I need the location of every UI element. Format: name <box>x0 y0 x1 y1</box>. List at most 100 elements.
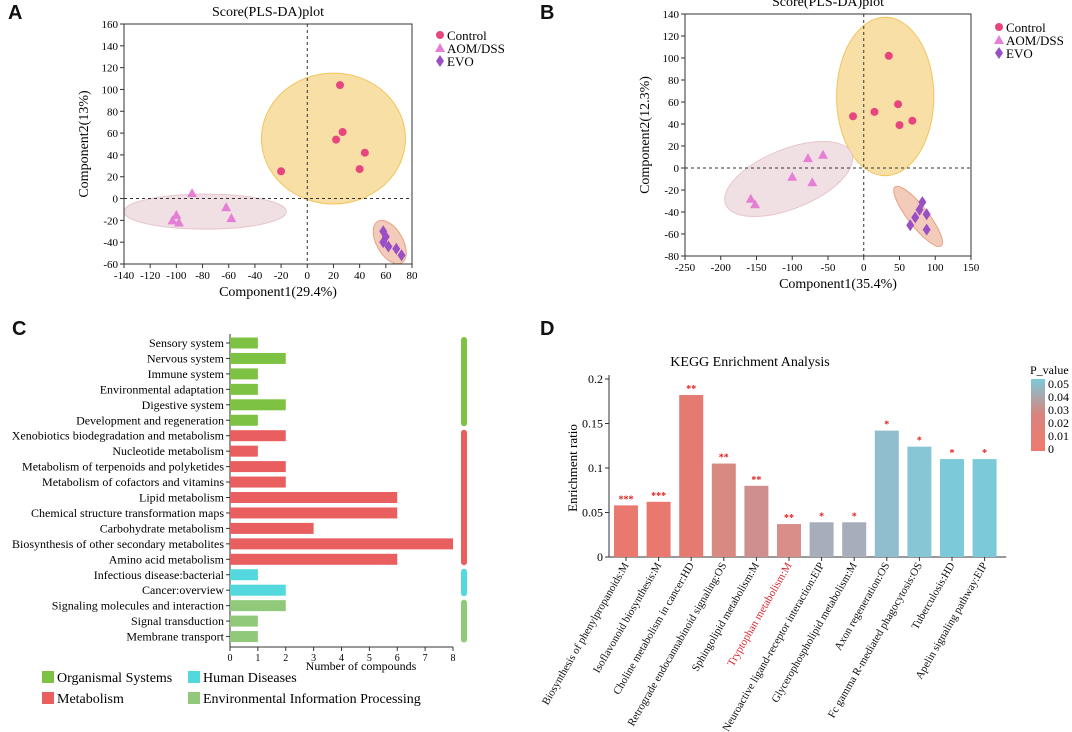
pathway-label: Cancer:overview <box>142 583 224 597</box>
pathway-bar <box>230 584 286 596</box>
y-tick-label: 120 <box>663 31 680 43</box>
point-aomdss <box>802 153 813 163</box>
x-axis-label: Component1(35.4%) <box>779 277 897 292</box>
x-tick-label: -40 <box>248 270 263 282</box>
y-tick-label: 0 <box>113 194 119 206</box>
x-tick-label: 7 <box>423 653 428 664</box>
legend-marker-control <box>995 23 1003 31</box>
point-evo <box>397 249 406 262</box>
group-indicator-bar <box>461 599 467 643</box>
y-tick-label: 0.1 <box>588 461 603 475</box>
group-legend-label: Environmental Information Processing <box>203 692 421 707</box>
y-tick-label: -40 <box>103 237 118 249</box>
pathway-bar <box>230 522 314 534</box>
y-tick-label: 140 <box>663 9 680 21</box>
x-tick-label: 6 <box>395 653 400 664</box>
chart-title: Score(PLS-DA)plot <box>212 5 324 20</box>
enrichment-bar <box>842 522 867 557</box>
significance-marker: * <box>950 448 955 459</box>
pathway-bar <box>230 337 258 349</box>
significance-marker: ** <box>784 513 794 524</box>
pathway-label: Metabolism of terpenoids and polyketides <box>22 460 224 474</box>
pathway-label: Lipid metabolism <box>139 491 225 505</box>
y-tick-label: 0 <box>674 163 680 175</box>
point-control <box>870 107 879 116</box>
point-aomdss <box>817 149 828 159</box>
legend-label: Control <box>447 28 487 43</box>
significance-marker: ** <box>751 475 761 486</box>
point-aomdss <box>173 217 184 227</box>
x-axis-label: Component1(29.4%) <box>219 285 337 300</box>
y-tick-label: 40 <box>668 119 680 131</box>
y-tick-label: 160 <box>102 19 119 31</box>
legend-label: EVO <box>447 54 474 69</box>
pathway-bar <box>230 569 258 581</box>
group-legend-swatch <box>42 671 54 683</box>
point-aomdss <box>750 199 761 209</box>
legend-marker-evo <box>436 55 444 67</box>
significance-marker: ** <box>719 453 729 464</box>
pathway-bar <box>230 383 258 395</box>
y-tick-label: 100 <box>663 53 680 65</box>
colorbar-tick-label: 0.01 <box>1048 429 1069 443</box>
y-tick-label: 0.15 <box>582 417 603 431</box>
point-control <box>338 128 347 136</box>
y-tick-label: 60 <box>668 97 680 109</box>
pathway-bar <box>230 492 398 503</box>
legend-label: AOM/DSS <box>447 41 505 56</box>
significance-marker: *** <box>651 491 666 502</box>
group-legend-swatch <box>188 692 200 704</box>
pathway-bar <box>230 368 258 380</box>
significance-marker: *** <box>619 494 634 505</box>
x-tick-label: 0 <box>228 653 233 664</box>
pathway-label: Carbohydrate metabolism <box>100 521 225 535</box>
group-legend-swatch <box>42 692 54 704</box>
x-tick-label: 8 <box>451 653 456 664</box>
pathway-bar <box>230 445 258 457</box>
point-control <box>360 148 369 157</box>
y-axis-label: Enrichment ratio <box>565 424 580 512</box>
x-tick-label: 50 <box>894 262 906 274</box>
legend-marker-aomdss <box>435 43 445 52</box>
x-tick-label: 0 <box>305 270 311 282</box>
pathway-label: Sensory system <box>149 336 225 350</box>
point-control <box>895 121 904 130</box>
point-aomdss <box>787 171 798 181</box>
confidence-ellipse-evo <box>372 219 407 265</box>
point-evo <box>922 223 931 236</box>
x-tick-label: -60 <box>221 270 236 282</box>
y-axis-label: Component2(13%) <box>77 90 92 198</box>
significance-marker: ** <box>686 384 696 395</box>
pathway-bar <box>230 615 258 627</box>
enrichment-bar <box>614 505 638 557</box>
legend-label: EVO <box>1006 46 1033 61</box>
significance-marker: * <box>982 448 987 459</box>
plot-frame <box>123 23 413 265</box>
pathway-label-highlighted: Tryptophan metabolism:M <box>725 560 794 668</box>
x-tick-label: -80 <box>195 270 210 282</box>
x-axis-label: Number of compounds <box>306 659 417 673</box>
colorbar-tick-label: 0.02 <box>1048 416 1069 430</box>
x-tick-label: -100 <box>782 262 803 274</box>
y-tick-label: 0.2 <box>588 372 603 386</box>
x-tick-label: 100 <box>927 262 944 274</box>
pathway-label: Development and regeneration <box>76 413 224 427</box>
point-control <box>277 167 286 176</box>
pathway-label: Nucleotide metabolism <box>112 444 224 458</box>
pathway-label: Metabolism of cofactors and vitamins <box>42 475 224 489</box>
enrichment-bar <box>646 501 671 557</box>
enrichment-bar <box>940 459 964 557</box>
colorbar-gradient <box>1031 379 1045 451</box>
significance-marker: * <box>819 511 824 522</box>
pathway-label: Chemical structure transformation maps <box>31 506 224 520</box>
point-evo <box>906 219 915 232</box>
enrichment-bar <box>972 459 997 557</box>
pathway-label: Digestive system <box>142 398 225 412</box>
colorbar-tick-label: 0.04 <box>1048 390 1069 404</box>
group-legend-swatch <box>188 671 200 683</box>
point-control <box>849 112 858 121</box>
y-tick-label: -20 <box>664 185 679 197</box>
pathway-bar <box>230 430 286 442</box>
colorbar-tick-label: 0.03 <box>1048 403 1069 417</box>
